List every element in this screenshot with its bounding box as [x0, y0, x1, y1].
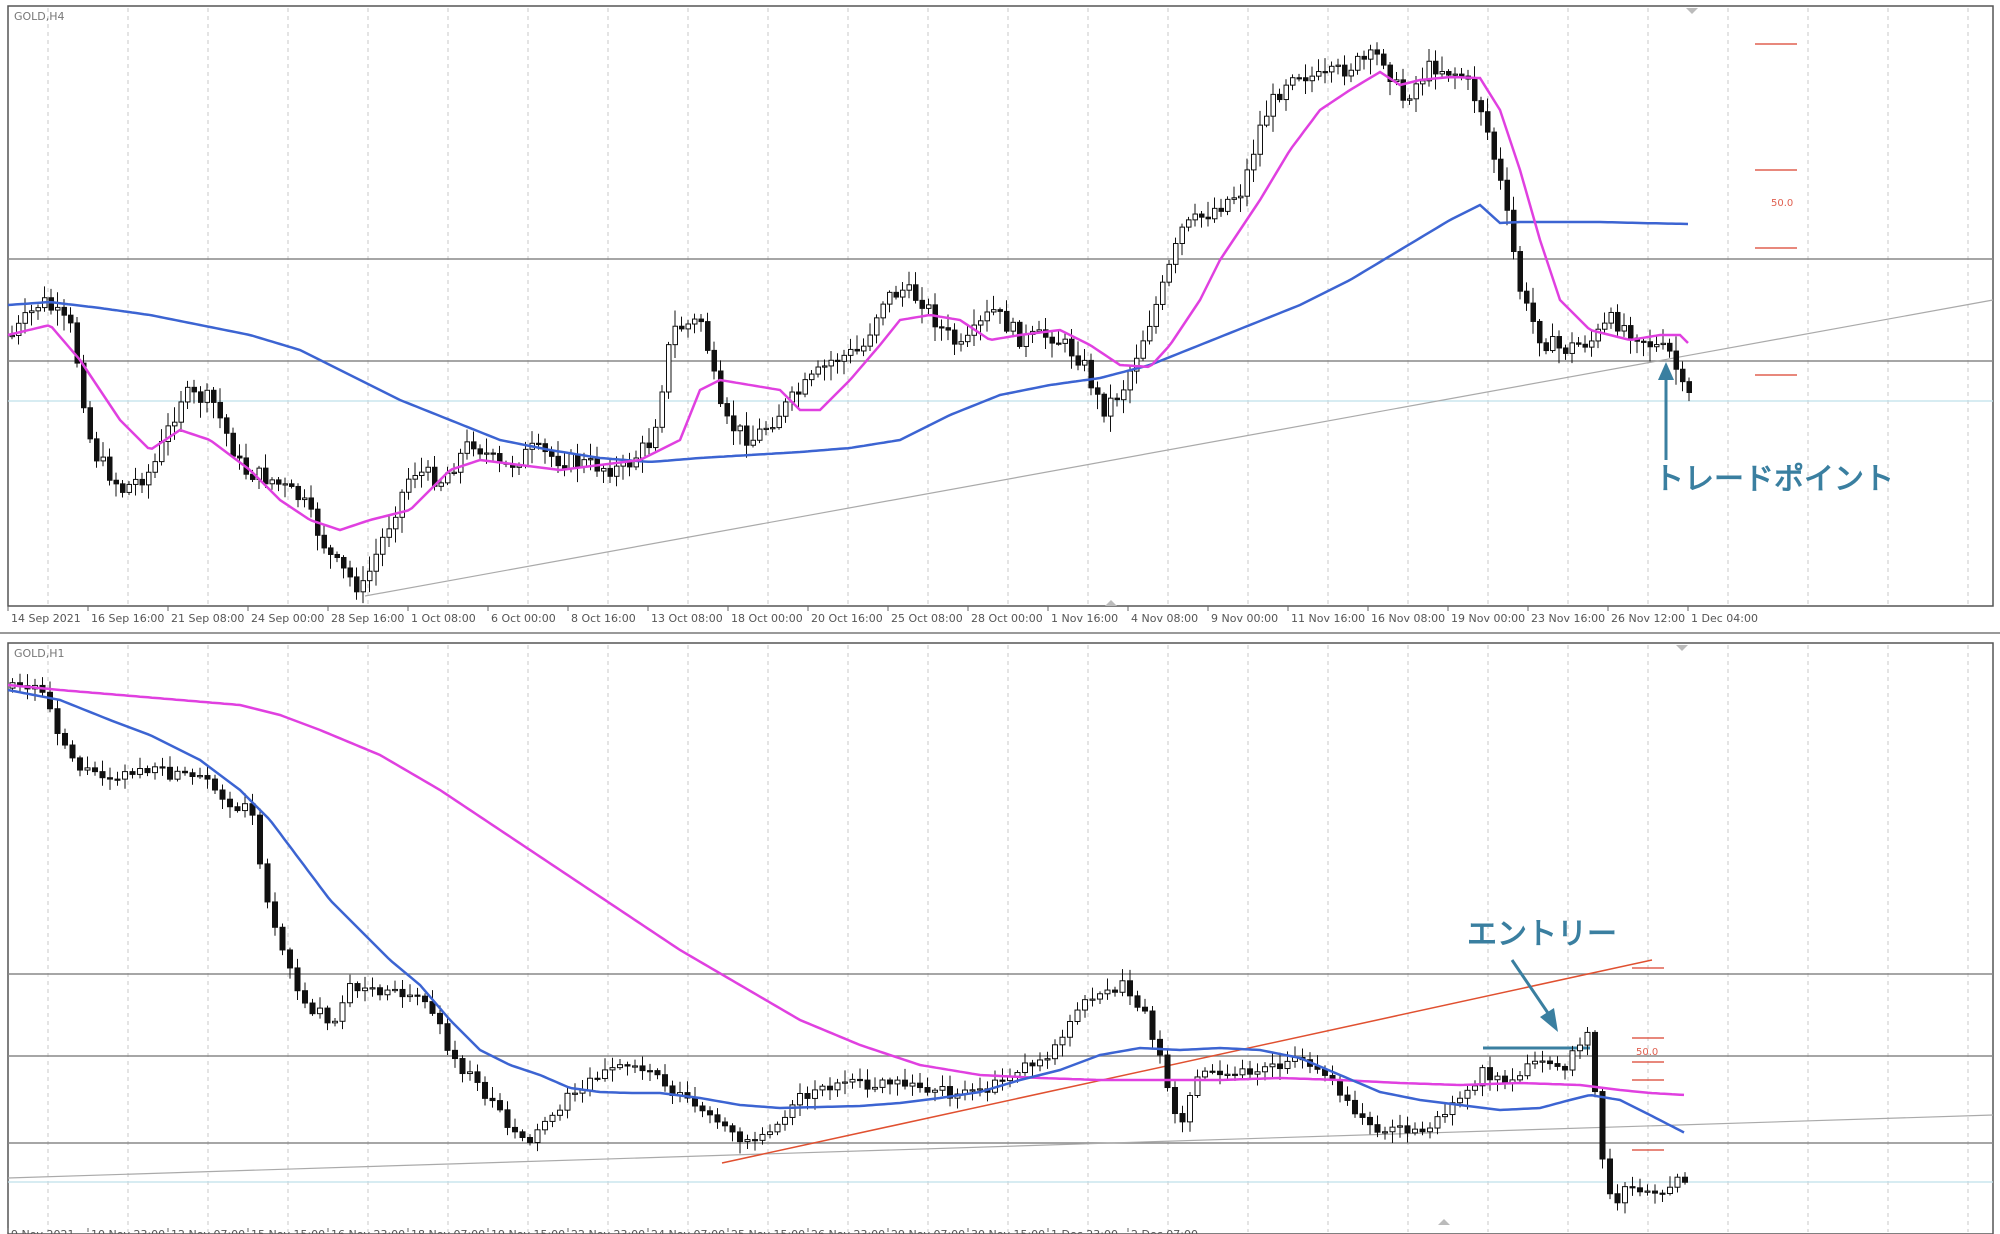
time-axis-label: 4 Nov 08:00: [1131, 612, 1198, 625]
trade-point-annotation: トレードポイント: [1654, 462, 1894, 497]
time-axis-label: 25 Nov 15:00: [731, 1228, 805, 1234]
time-axis-label: 26 Nov 12:00: [1611, 612, 1685, 625]
time-axis-label: 16 Nov 23:00: [331, 1228, 405, 1234]
h4-fast-moving-average[interactable]: [7, 70, 1689, 532]
h1-fib-levels[interactable]: [1632, 967, 1664, 1151]
h1-grid: [47, 645, 1969, 1232]
time-axis-label: 9 Nov 00:00: [1211, 612, 1278, 625]
time-axis-label: 8 Oct 16:00: [571, 612, 636, 625]
time-axis-label: 21 Sep 08:00: [171, 612, 244, 625]
time-axis-label: 18 Nov 07:00: [411, 1228, 485, 1234]
time-axis-label: 24 Nov 07:00: [651, 1228, 725, 1234]
time-axis-label: 11 Nov 16:00: [1291, 612, 1365, 625]
h4-candles: [9, 42, 1692, 604]
h1-fib-label: 50.0: [1636, 1047, 1658, 1058]
time-axis-label: 30 Nov 15:00: [971, 1228, 1045, 1234]
h4-fib-levels[interactable]: [1755, 43, 1797, 376]
h1-time-axis: 9 Nov 2021 10 Nov 23:00 12 Nov 07:00 15 Nov…: [7, 1228, 1198, 1234]
h1-shift-marker[interactable]: [1676, 645, 1688, 651]
h4-trendline[interactable]: [364, 299, 1994, 597]
time-axis-label: 13 Oct 08:00: [651, 612, 723, 625]
h1-fast-moving-average[interactable]: [7, 688, 1685, 1134]
time-axis-label: 1 Dec 23:00: [1051, 1228, 1118, 1234]
time-axis-label: 19 Nov 15:00: [491, 1228, 565, 1234]
time-axis-label: 16 Nov 08:00: [1371, 612, 1445, 625]
time-axis-label: 25 Oct 08:00: [891, 612, 963, 625]
h1-symbol-label: GOLD,H1: [14, 647, 65, 660]
time-axis-label: 28 Sep 16:00: [331, 612, 404, 625]
time-axis-label: 12 Nov 07:00: [171, 1228, 245, 1234]
entry-arrow-shaft: [1510, 959, 1552, 1017]
h1-gray-trendline[interactable]: [7, 1114, 1994, 1179]
time-axis-label: 18 Oct 00:00: [731, 612, 803, 625]
entry-arrow-icon: [1540, 1008, 1558, 1032]
h1-slow-moving-average[interactable]: [7, 683, 1685, 1097]
time-axis-label: 10 Nov 23:00: [91, 1228, 165, 1234]
h1-red-trendline[interactable]: [721, 959, 1653, 1164]
time-axis-label: 23 Nov 16:00: [1531, 612, 1605, 625]
time-axis-label: 14 Sep 2021: [11, 612, 81, 625]
h4-chart-panel[interactable]: [7, 5, 1994, 607]
h4-time-axis: 14 Sep 2021 16 Sep 16:00 21 Sep 08:00 24 Se…: [7, 606, 1758, 625]
time-axis-label: 15 Nov 15:00: [251, 1228, 325, 1234]
time-axis-label: 19 Nov 00:00: [1451, 612, 1525, 625]
h4-shift-marker[interactable]: [1686, 8, 1698, 14]
entry-annotation: エントリー: [1467, 917, 1617, 952]
time-axis-label: 29 Nov 07:00: [891, 1228, 965, 1234]
time-axis-label: 26 Nov 23:00: [811, 1228, 885, 1234]
time-axis-label: 2 Dec 07:00: [1131, 1228, 1198, 1234]
time-axis-label: 20 Oct 16:00: [811, 612, 883, 625]
time-axis-label: 1 Nov 16:00: [1051, 612, 1118, 625]
time-axis-label: 1 Dec 04:00: [1691, 612, 1758, 625]
h4-grid: [47, 8, 1969, 604]
time-axis-label: 22 Nov 23:00: [571, 1228, 645, 1234]
h1-chart-panel[interactable]: [7, 642, 1994, 1234]
h4-scroll-marker[interactable]: [1105, 600, 1117, 606]
time-axis-label: 6 Oct 00:00: [491, 612, 556, 625]
h4-symbol-label: GOLD,H4: [14, 10, 65, 23]
trade-point-arrow-icon: [1658, 362, 1674, 380]
h4-slow-moving-average[interactable]: [7, 203, 1689, 464]
time-axis-label: 9 Nov 2021: [11, 1228, 74, 1234]
h1-candles: [9, 673, 1688, 1214]
time-axis-label: 28 Oct 00:00: [971, 612, 1043, 625]
time-axis-label: 1 Oct 08:00: [411, 612, 476, 625]
time-axis-label: 16 Sep 16:00: [91, 612, 164, 625]
h4-fib-label: 50.0: [1771, 198, 1793, 209]
time-axis-label: 24 Sep 00:00: [251, 612, 324, 625]
h1-scroll-marker[interactable]: [1438, 1219, 1450, 1225]
